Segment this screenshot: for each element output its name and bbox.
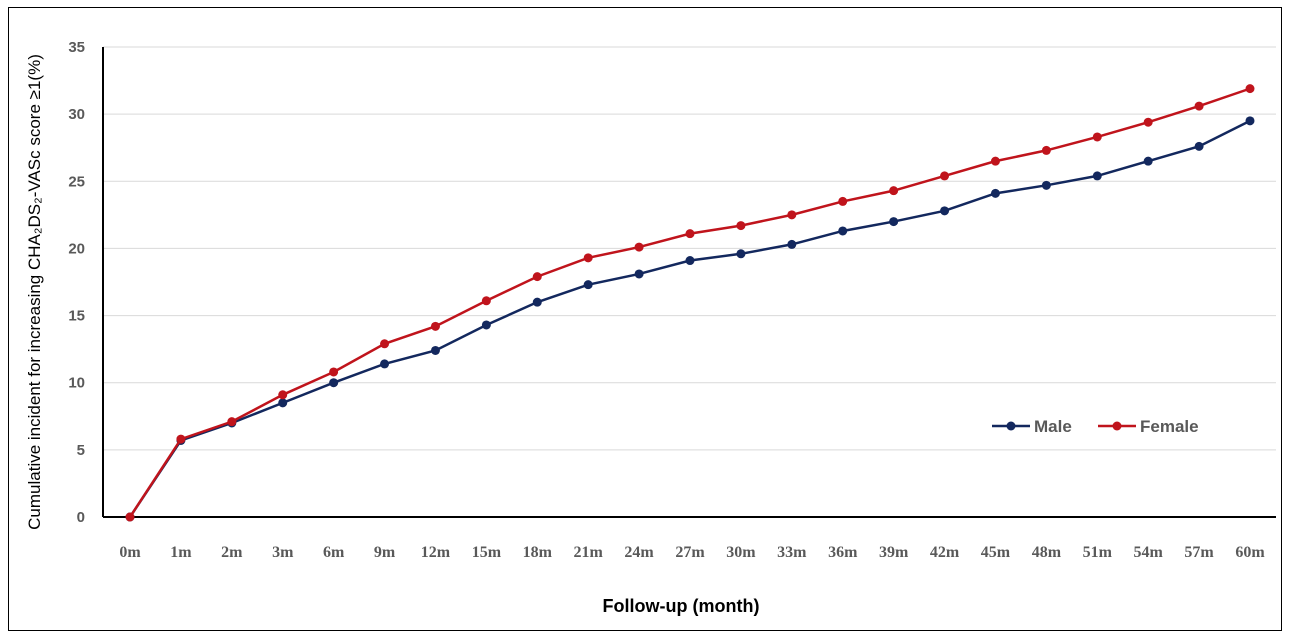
x-tick-label: 3m xyxy=(272,544,294,561)
y-tick-label: 20 xyxy=(68,240,85,257)
data-point-male xyxy=(278,398,288,408)
x-tick-label: 39m xyxy=(879,544,909,561)
data-point-female xyxy=(380,339,390,349)
data-point-female xyxy=(1245,84,1255,94)
y-tick-label: 15 xyxy=(68,308,85,325)
data-point-female xyxy=(685,229,695,239)
data-point-male xyxy=(1194,141,1204,151)
data-point-male xyxy=(940,206,950,216)
data-point-female xyxy=(787,210,797,220)
data-point-female xyxy=(176,434,186,444)
x-tick-label: 2m xyxy=(221,544,243,561)
x-tick-label: 27m xyxy=(675,544,705,561)
y-tick-label: 10 xyxy=(68,375,85,392)
legend-marker-male xyxy=(1006,421,1016,431)
data-point-male xyxy=(583,280,593,290)
series-group xyxy=(125,84,1255,522)
x-tick-label: 48m xyxy=(1032,544,1062,561)
data-point-female xyxy=(532,272,542,282)
legend: Male Female xyxy=(992,417,1199,436)
data-point-female xyxy=(430,321,440,331)
data-point-male xyxy=(889,217,899,227)
x-tick-label: 15m xyxy=(472,544,502,561)
x-tick-label: 18m xyxy=(523,544,553,561)
data-point-female xyxy=(1092,132,1102,142)
data-point-male xyxy=(430,345,440,355)
data-point-male xyxy=(1143,156,1153,166)
data-point-female xyxy=(940,171,950,181)
legend-label-female: Female xyxy=(1140,417,1199,436)
y-axis-title: Cumulative incident for increasing CHA₂D… xyxy=(25,54,44,530)
data-point-female xyxy=(278,390,288,400)
x-tick-label: 57m xyxy=(1184,544,1214,561)
x-tick-label: 51m xyxy=(1083,544,1113,561)
y-tick-labels: 0 5 10 15 20 25 30 35 xyxy=(68,39,85,526)
data-point-female xyxy=(583,253,593,263)
data-point-male xyxy=(838,226,848,236)
data-point-female xyxy=(736,221,746,231)
y-tick-label: 5 xyxy=(77,442,85,459)
data-point-male xyxy=(481,320,491,330)
data-point-female xyxy=(990,156,1000,166)
x-tick-label: 54m xyxy=(1134,544,1164,561)
x-tick-label: 33m xyxy=(777,544,807,561)
data-point-female xyxy=(1041,145,1051,155)
x-tick-label: 1m xyxy=(170,544,192,561)
data-point-male xyxy=(736,249,746,259)
data-point-male xyxy=(329,378,339,388)
x-tick-labels: 0m 1m 2m 3m 6m 9m 12m 15m 18m 21m 24m 27m 30m 33m 36m 3… xyxy=(119,544,1265,561)
data-point-male xyxy=(1092,171,1102,181)
data-point-female xyxy=(889,186,899,196)
data-point-male xyxy=(634,269,644,279)
data-point-male xyxy=(1245,116,1255,126)
x-tick-label: 12m xyxy=(421,544,451,561)
legend-marker-female xyxy=(1112,421,1122,431)
x-tick-label: 60m xyxy=(1235,544,1265,561)
legend-label-male: Male xyxy=(1034,417,1072,436)
chart-frame xyxy=(8,7,1282,631)
x-tick-label: 6m xyxy=(323,544,345,561)
y-tick-label: 25 xyxy=(68,173,85,190)
data-point-male xyxy=(990,188,1000,198)
y-tick-label: 30 xyxy=(68,106,85,123)
data-point-male xyxy=(685,256,695,266)
data-point-female xyxy=(634,242,644,252)
x-tick-label: 45m xyxy=(981,544,1011,561)
x-tick-label: 42m xyxy=(930,544,960,561)
y-tick-label: 0 xyxy=(77,509,85,526)
x-tick-label: 30m xyxy=(726,544,756,561)
data-point-male xyxy=(1041,180,1051,190)
y-tick-label: 35 xyxy=(68,39,85,56)
data-point-female xyxy=(329,367,339,377)
data-point-male xyxy=(532,297,542,307)
series-line-male xyxy=(128,119,1251,518)
data-point-female xyxy=(1194,101,1204,111)
x-axis-title: Follow-up (month) xyxy=(603,596,760,616)
data-point-female xyxy=(838,196,848,206)
x-tick-label: 21m xyxy=(574,544,604,561)
data-point-female xyxy=(1143,117,1153,127)
data-point-male xyxy=(787,239,797,249)
x-tick-label: 9m xyxy=(374,544,396,561)
x-tick-label: 0m xyxy=(119,544,141,561)
series-line-female xyxy=(128,87,1251,518)
x-tick-label: 36m xyxy=(828,544,858,561)
data-point-female xyxy=(125,512,135,522)
data-point-female xyxy=(481,296,491,306)
data-point-female xyxy=(227,417,237,427)
x-tick-label: 24m xyxy=(624,544,654,561)
data-point-male xyxy=(380,359,390,369)
gridlines xyxy=(103,46,1276,451)
